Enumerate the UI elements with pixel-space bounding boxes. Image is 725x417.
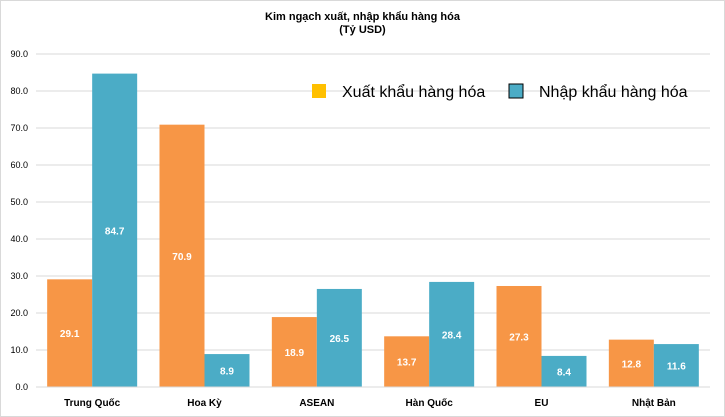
x-tick-label: Trung Quốc — [64, 397, 121, 409]
y-tick-label: 70.0 — [10, 123, 28, 133]
bar-export — [608, 339, 654, 387]
x-axis: Trung Quốc Hoa Kỳ ASEAN Hàn Quốc EU Nhật Bản — [36, 386, 710, 409]
legend: Xuất khẩu hàng hóa Nhập khẩu hàng hóa — [312, 83, 688, 101]
data-label: 8.4 — [557, 367, 571, 378]
bar-import — [92, 73, 138, 388]
data-label: 8.9 — [220, 367, 234, 378]
bar-import — [653, 344, 699, 387]
y-tick-label: 30.0 — [10, 271, 28, 281]
chart-title: Kim ngạch xuất, nhập khẩu hàng hóa — [265, 11, 460, 23]
y-tick-label: 90.0 — [10, 49, 28, 59]
data-label: 13.7 — [397, 358, 417, 369]
chart-subtitle: (Tỷ USD) — [339, 24, 386, 36]
data-label: 27.3 — [509, 332, 529, 343]
x-tick-label: ASEAN — [299, 398, 334, 409]
gridlines — [36, 53, 710, 388]
legend-label: Nhập khẩu hàng hóa — [539, 83, 688, 101]
x-tick-label: Hoa Kỳ — [187, 398, 222, 409]
data-label: 70.9 — [172, 252, 192, 263]
y-tick-label: 50.0 — [10, 197, 28, 207]
bar-import — [429, 281, 475, 387]
legend-label: Xuất khẩu hàng hóa — [342, 83, 485, 101]
y-tick-label: 10.0 — [10, 345, 28, 355]
data-label: 12.8 — [622, 359, 642, 370]
bar-import — [316, 288, 362, 387]
x-tick-label: Hàn Quốc — [406, 397, 454, 409]
y-tick-label: 40.0 — [10, 234, 28, 244]
legend-swatch — [312, 84, 326, 98]
x-tick-label: EU — [535, 398, 549, 409]
y-tick-label: 0.0 — [15, 382, 28, 392]
y-tick-label: 60.0 — [10, 160, 28, 170]
y-tick-label: 80.0 — [10, 86, 28, 96]
bar-import — [541, 355, 587, 387]
bars: 29.1 84.7 70.9 8.9 18.9 26.5 13.7 28.4 27.3 8.4 12… — [47, 73, 699, 388]
bar-import — [204, 354, 250, 387]
data-label: 29.1 — [60, 329, 80, 340]
legend-swatch — [508, 83, 524, 99]
x-tick-label: Nhật Bản — [632, 398, 676, 409]
bar-export — [47, 279, 93, 387]
y-axis: 0.0 10.0 20.0 30.0 40.0 50.0 60.0 70.0 80.0 90.0 — [10, 49, 28, 392]
bar-export — [496, 285, 542, 387]
data-label: 28.4 — [442, 330, 462, 341]
bar-export — [384, 336, 430, 387]
data-label: 11.6 — [667, 362, 686, 373]
y-tick-label: 20.0 — [10, 308, 28, 318]
bar-export — [159, 124, 205, 388]
data-label: 84.7 — [105, 226, 125, 237]
bar-export — [271, 317, 317, 387]
data-label: 26.5 — [330, 334, 350, 345]
data-label: 18.9 — [285, 348, 305, 359]
